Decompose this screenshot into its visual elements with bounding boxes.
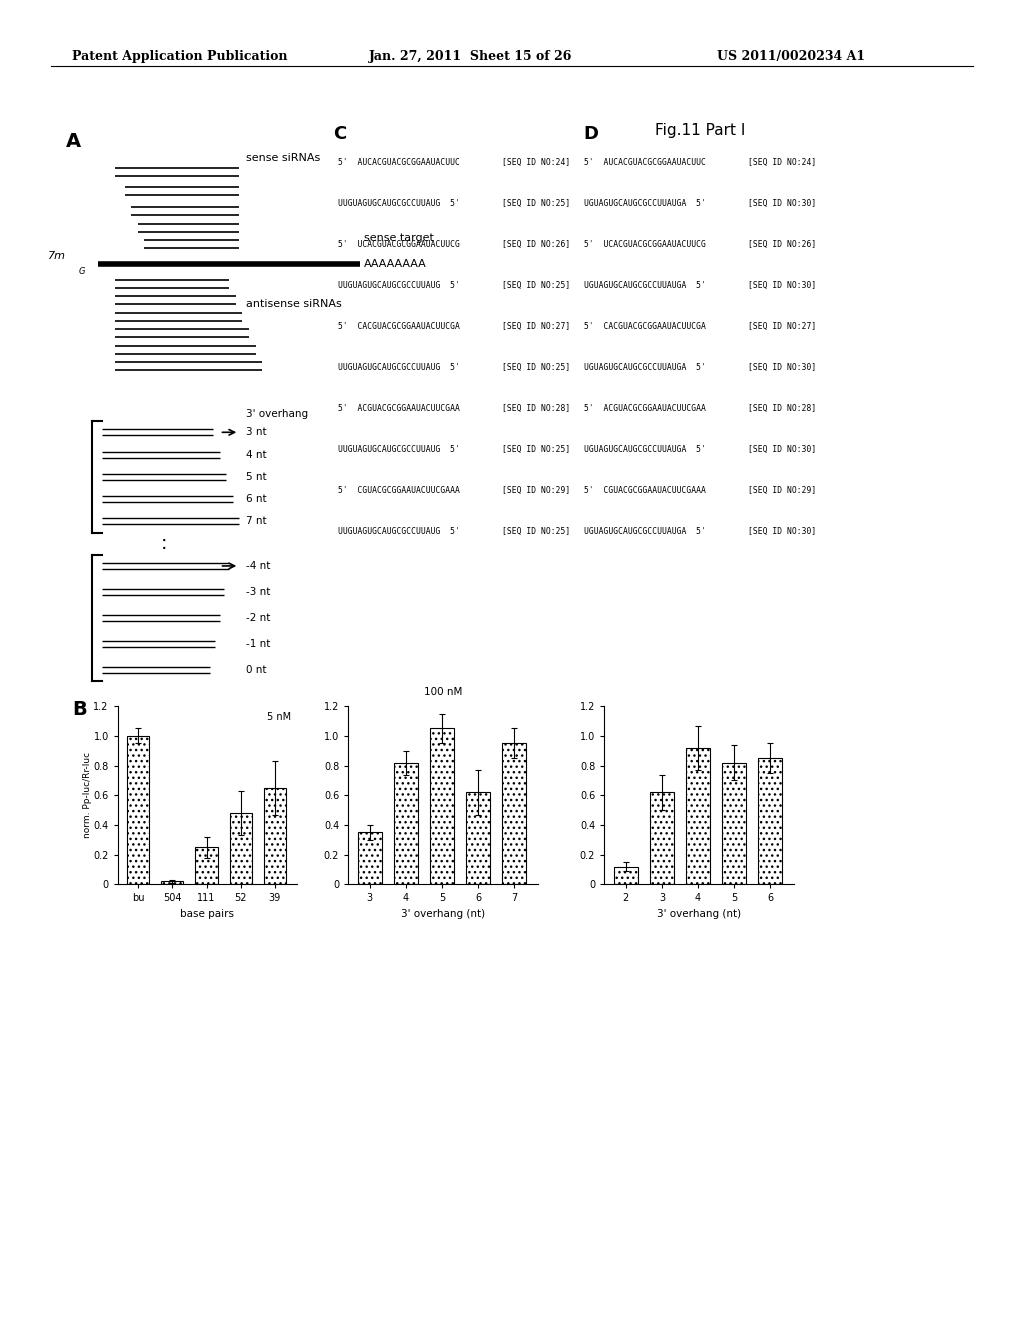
Text: [SEQ ID NO:26]: [SEQ ID NO:26] — [502, 240, 570, 249]
Bar — [263, 788, 286, 884]
Text: [SEQ ID NO:30]: [SEQ ID NO:30] — [748, 527, 816, 536]
Text: AAAAAAAA: AAAAAAAA — [364, 259, 426, 269]
Bar — [686, 747, 710, 884]
Text: 0 nt: 0 nt — [246, 665, 266, 675]
Bar — [759, 758, 782, 884]
Text: 5 nM: 5 nM — [267, 711, 292, 722]
Text: 5'  AUCACGUACGCGGAAUACUUC: 5' AUCACGUACGCGGAAUACUUC — [338, 158, 460, 168]
Text: [SEQ ID NO:30]: [SEQ ID NO:30] — [748, 199, 816, 209]
Text: 5 nt: 5 nt — [246, 471, 266, 482]
Text: [SEQ ID NO:24]: [SEQ ID NO:24] — [502, 158, 570, 168]
Bar — [614, 866, 638, 884]
Text: [SEQ ID NO:27]: [SEQ ID NO:27] — [502, 322, 570, 331]
Text: :: : — [161, 535, 167, 553]
Bar — [722, 763, 745, 884]
Text: sense siRNAs: sense siRNAs — [246, 153, 321, 164]
Bar — [196, 847, 217, 884]
Text: UGUAGUGCAUGCGCCUUAUGA  5': UGUAGUGCAUGCGCCUUAUGA 5' — [584, 281, 706, 290]
Text: sense target: sense target — [364, 232, 433, 243]
Text: 100 nM: 100 nM — [424, 688, 462, 697]
Bar — [394, 763, 418, 884]
Text: UUGUAGUGCAUGCGCCUUAUG  5': UUGUAGUGCAUGCGCCUUAUG 5' — [338, 281, 460, 290]
Text: [SEQ ID NO:24]: [SEQ ID NO:24] — [748, 158, 816, 168]
Text: B: B — [72, 700, 87, 718]
Text: [SEQ ID NO:30]: [SEQ ID NO:30] — [748, 445, 816, 454]
Text: UUGUAGUGCAUGCGCCUUAUG  5': UUGUAGUGCAUGCGCCUUAUG 5' — [338, 527, 460, 536]
Text: UUGUAGUGCAUGCGCCUUAUG  5': UUGUAGUGCAUGCGCCUUAUG 5' — [338, 199, 460, 209]
Text: A: A — [66, 132, 81, 150]
Bar — [127, 735, 150, 884]
Text: Patent Application Publication: Patent Application Publication — [72, 50, 287, 63]
Text: UGUAGUGCAUGCGCCUUAUGA  5': UGUAGUGCAUGCGCCUUAUGA 5' — [584, 199, 706, 209]
Text: 4 nt: 4 nt — [246, 450, 266, 459]
Text: 5'  ACGUACGCGGAAUACUUCGAA: 5' ACGUACGCGGAAUACUUCGAA — [584, 404, 706, 413]
Text: [SEQ ID NO:25]: [SEQ ID NO:25] — [502, 199, 570, 209]
Bar — [503, 743, 526, 884]
Text: C: C — [333, 125, 346, 144]
Y-axis label: norm. Pp-luc/Rr-luc: norm. Pp-luc/Rr-luc — [83, 752, 92, 838]
Bar — [358, 833, 382, 884]
Text: antisense siRNAs: antisense siRNAs — [246, 298, 342, 309]
Text: Jan. 27, 2011  Sheet 15 of 26: Jan. 27, 2011 Sheet 15 of 26 — [369, 50, 572, 63]
Text: Fig.11 Part I: Fig.11 Part I — [655, 123, 745, 137]
Text: US 2011/0020234 A1: US 2011/0020234 A1 — [717, 50, 865, 63]
Text: 3' overhang: 3' overhang — [246, 409, 308, 418]
Text: [SEQ ID NO:30]: [SEQ ID NO:30] — [748, 281, 816, 290]
Text: [SEQ ID NO:27]: [SEQ ID NO:27] — [748, 322, 816, 331]
Text: [SEQ ID NO:25]: [SEQ ID NO:25] — [502, 527, 570, 536]
X-axis label: base pairs: base pairs — [180, 909, 234, 919]
X-axis label: 3' overhang (nt): 3' overhang (nt) — [656, 909, 741, 919]
Text: [SEQ ID NO:25]: [SEQ ID NO:25] — [502, 445, 570, 454]
Text: -3 nt: -3 nt — [246, 587, 270, 597]
Text: [SEQ ID NO:29]: [SEQ ID NO:29] — [748, 486, 816, 495]
Bar — [466, 792, 489, 884]
Text: UGUAGUGCAUGCGCCUUAUGA  5': UGUAGUGCAUGCGCCUUAUGA 5' — [584, 527, 706, 536]
Text: 5'  ACGUACGCGGAAUACUUCGAA: 5' ACGUACGCGGAAUACUUCGAA — [338, 404, 460, 413]
Text: [SEQ ID NO:29]: [SEQ ID NO:29] — [502, 486, 570, 495]
Text: UUGUAGUGCAUGCGCCUUAUG  5': UUGUAGUGCAUGCGCCUUAUG 5' — [338, 363, 460, 372]
X-axis label: 3' overhang (nt): 3' overhang (nt) — [400, 909, 485, 919]
Text: [SEQ ID NO:30]: [SEQ ID NO:30] — [748, 363, 816, 372]
Bar — [229, 813, 252, 884]
Text: 5'  AUCACGUACGCGGAAUACUUC: 5' AUCACGUACGCGGAAUACUUC — [584, 158, 706, 168]
Text: 5'  UCACGUACGCGGAAUACUUCG: 5' UCACGUACGCGGAAUACUUCG — [584, 240, 706, 249]
Text: 3 nt: 3 nt — [246, 428, 266, 437]
Bar — [430, 729, 454, 884]
Text: [SEQ ID NO:25]: [SEQ ID NO:25] — [502, 281, 570, 290]
Text: 6 nt: 6 nt — [246, 494, 266, 504]
Text: 5'  CACGUACGCGGAAUACUUCGA: 5' CACGUACGCGGAAUACUUCGA — [584, 322, 706, 331]
Bar — [650, 792, 674, 884]
Text: 5'  CACGUACGCGGAAUACUUCGA: 5' CACGUACGCGGAAUACUUCGA — [338, 322, 460, 331]
Text: G: G — [79, 268, 85, 276]
Text: [SEQ ID NO:28]: [SEQ ID NO:28] — [502, 404, 570, 413]
Text: -1 nt: -1 nt — [246, 639, 270, 649]
Text: 5'  CGUACGCGGAAUACUUCGAAA: 5' CGUACGCGGAAUACUUCGAAA — [338, 486, 460, 495]
Text: UUGUAGUGCAUGCGCCUUAUG  5': UUGUAGUGCAUGCGCCUUAUG 5' — [338, 445, 460, 454]
Text: [SEQ ID NO:28]: [SEQ ID NO:28] — [748, 404, 816, 413]
Text: [SEQ ID NO:25]: [SEQ ID NO:25] — [502, 363, 570, 372]
Text: -2 nt: -2 nt — [246, 612, 270, 623]
Text: -4 nt: -4 nt — [246, 561, 270, 572]
Text: UGUAGUGCAUGCGCCUUAUGA  5': UGUAGUGCAUGCGCCUUAUGA 5' — [584, 363, 706, 372]
Text: 7 nt: 7 nt — [246, 516, 266, 527]
Text: 7m: 7m — [47, 251, 66, 261]
Text: 5'  CGUACGCGGAAUACUUCGAAA: 5' CGUACGCGGAAUACUUCGAAA — [584, 486, 706, 495]
Text: [SEQ ID NO:26]: [SEQ ID NO:26] — [748, 240, 816, 249]
Text: D: D — [584, 125, 599, 144]
Bar — [162, 882, 183, 884]
Text: 5'  UCACGUACGCGGAAUACUUCG: 5' UCACGUACGCGGAAUACUUCG — [338, 240, 460, 249]
Text: UGUAGUGCAUGCGCCUUAUGA  5': UGUAGUGCAUGCGCCUUAUGA 5' — [584, 445, 706, 454]
